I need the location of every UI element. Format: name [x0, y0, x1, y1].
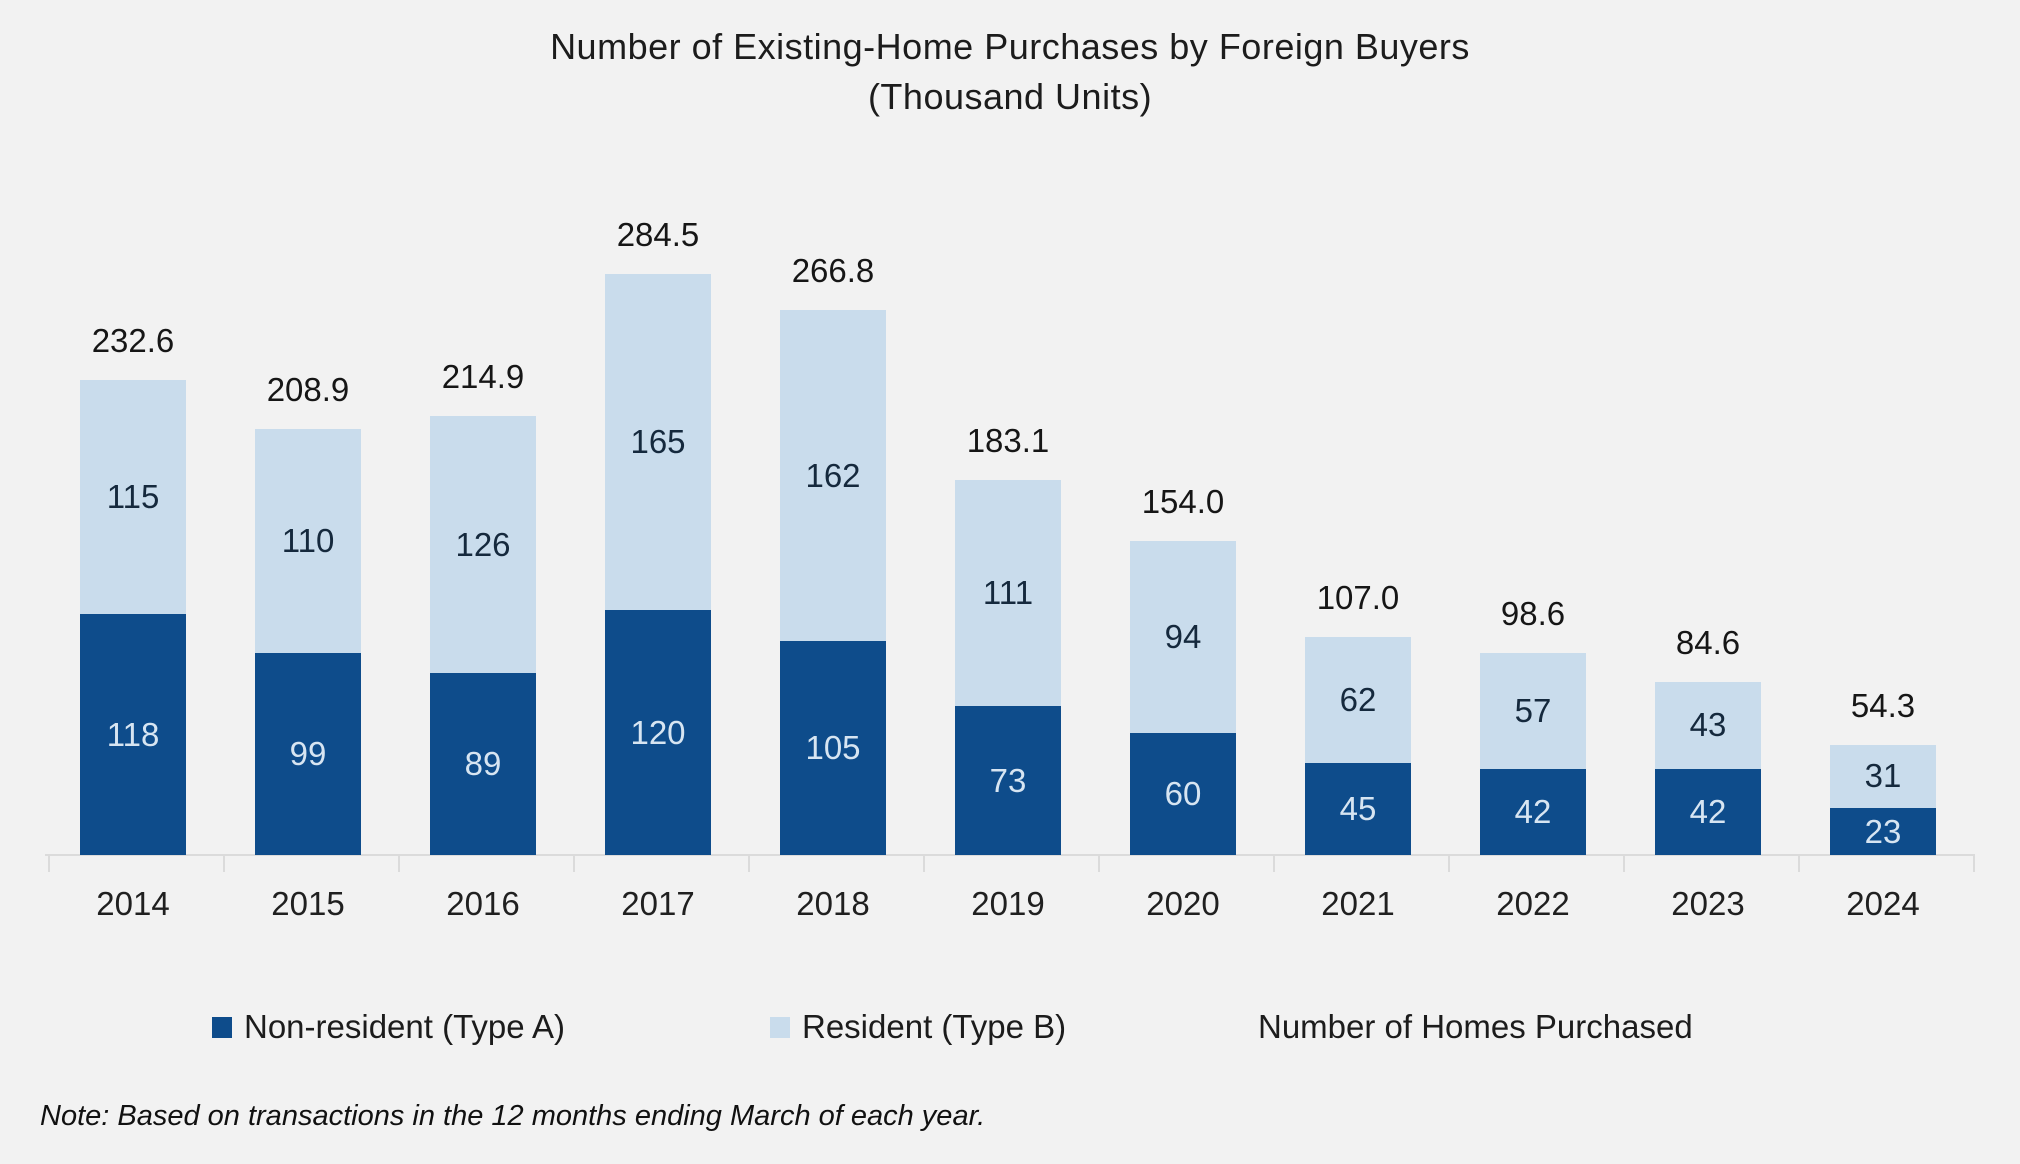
x-axis-tick	[748, 856, 750, 872]
legend-label-resident: Resident (Type B)	[802, 1008, 1067, 1045]
bar-segment-resident-2020: 94	[1130, 540, 1236, 733]
bar-segment-nonresident-2016: 89	[430, 673, 536, 855]
x-axis-tick	[398, 856, 400, 872]
bar-segment-resident-2024: 31	[1830, 744, 1936, 809]
bar-segment-nonresident-2018: 105	[780, 640, 886, 855]
x-axis-tick	[923, 856, 925, 872]
x-axis-label-2020: 2020	[1146, 885, 1220, 922]
x-axis-tick	[1973, 856, 1975, 872]
bar-segment-nonresident-2019: 73	[955, 706, 1061, 855]
x-axis-label-2015: 2015	[271, 885, 345, 922]
x-axis-label-2018: 2018	[796, 885, 870, 922]
legend-item-resident: Resident (Type B)	[770, 1005, 1066, 1049]
bar-total-label-2024: 54.3	[1850, 686, 1916, 724]
x-axis-line	[45, 854, 1975, 856]
note-text: Note: Based on transactions in the 12 mo…	[40, 1100, 986, 1132]
bar-segment-nonresident-2014: 118	[80, 614, 186, 855]
x-axis-tick	[573, 856, 575, 872]
bar-total-label-2018: 266.8	[791, 252, 875, 290]
x-axis-label-2014: 2014	[96, 885, 170, 922]
bar-segment-nonresident-2023: 42	[1655, 769, 1761, 855]
bar-segment-nonresident-2020: 60	[1130, 732, 1236, 855]
x-axis-label-2017: 2017	[621, 885, 695, 922]
bar-total-label-2019: 183.1	[966, 421, 1050, 459]
x-axis-label-2021: 2021	[1321, 885, 1395, 922]
bar-total-label-2015: 208.9	[266, 370, 350, 408]
legend: Non-resident (Type A) Resident (Type B) …	[0, 1005, 2020, 1049]
bar-total-label-2023: 84.6	[1675, 623, 1741, 661]
bar-segment-resident-2023: 43	[1655, 681, 1761, 770]
x-axis-label-2024: 2024	[1846, 885, 1920, 922]
bar-segment-nonresident-2017: 120	[605, 610, 711, 855]
legend-label-total: Number of Homes Purchased	[1258, 1008, 1693, 1045]
x-axis-label-2016: 2016	[446, 885, 520, 922]
x-axis-label-2019: 2019	[971, 885, 1045, 922]
bar-total-label-2016: 214.9	[441, 358, 525, 396]
bar-total-label-2017: 284.5	[616, 215, 700, 253]
x-axis-tick	[1273, 856, 1275, 872]
x-axis-tick	[1623, 856, 1625, 872]
legend-item-total: Number of Homes Purchased	[1258, 1005, 1693, 1049]
legend-label-nonresident: Non-resident (Type A)	[244, 1008, 565, 1045]
chart-title: Number of Existing-Home Purchases by For…	[0, 22, 2020, 121]
x-axis-tick	[48, 856, 50, 872]
x-axis-tick	[223, 856, 225, 872]
bar-segment-nonresident-2021: 45	[1305, 763, 1411, 855]
chart-title-line2: (Thousand Units)	[867, 75, 1153, 117]
chart-title-line1: Number of Existing-Home Purchases by For…	[550, 26, 1470, 67]
bar-total-label-2021: 107.0	[1316, 578, 1400, 616]
bar-segment-resident-2016: 126	[430, 416, 536, 674]
bar-segment-resident-2022: 57	[1480, 653, 1586, 770]
legend-item-nonresident: Non-resident (Type A)	[212, 1005, 565, 1049]
bar-segment-resident-2015: 110	[255, 428, 361, 654]
bar-segment-resident-2014: 115	[80, 379, 186, 615]
bar-segment-nonresident-2024: 23	[1830, 808, 1936, 855]
x-axis-tick	[1098, 856, 1100, 872]
bar-total-label-2014: 232.6	[91, 321, 175, 359]
bar-segment-resident-2017: 165	[605, 273, 711, 611]
x-axis-tick	[1448, 856, 1450, 872]
bar-segment-resident-2019: 111	[955, 479, 1061, 707]
bar-total-label-2020: 154.0	[1141, 482, 1225, 520]
legend-swatch-nonresident-icon	[212, 1016, 232, 1038]
bar-total-label-2022: 98.6	[1500, 595, 1566, 633]
bar-segment-resident-2021: 62	[1305, 636, 1411, 764]
bar-segment-nonresident-2022: 42	[1480, 769, 1586, 855]
x-axis-label-2022: 2022	[1496, 885, 1570, 922]
x-axis-tick	[1798, 856, 1800, 872]
bar-segment-resident-2018: 162	[780, 310, 886, 641]
bar-segment-nonresident-2015: 99	[255, 653, 361, 855]
legend-swatch-resident-icon	[770, 1016, 790, 1038]
x-axis-label-2023: 2023	[1671, 885, 1745, 922]
